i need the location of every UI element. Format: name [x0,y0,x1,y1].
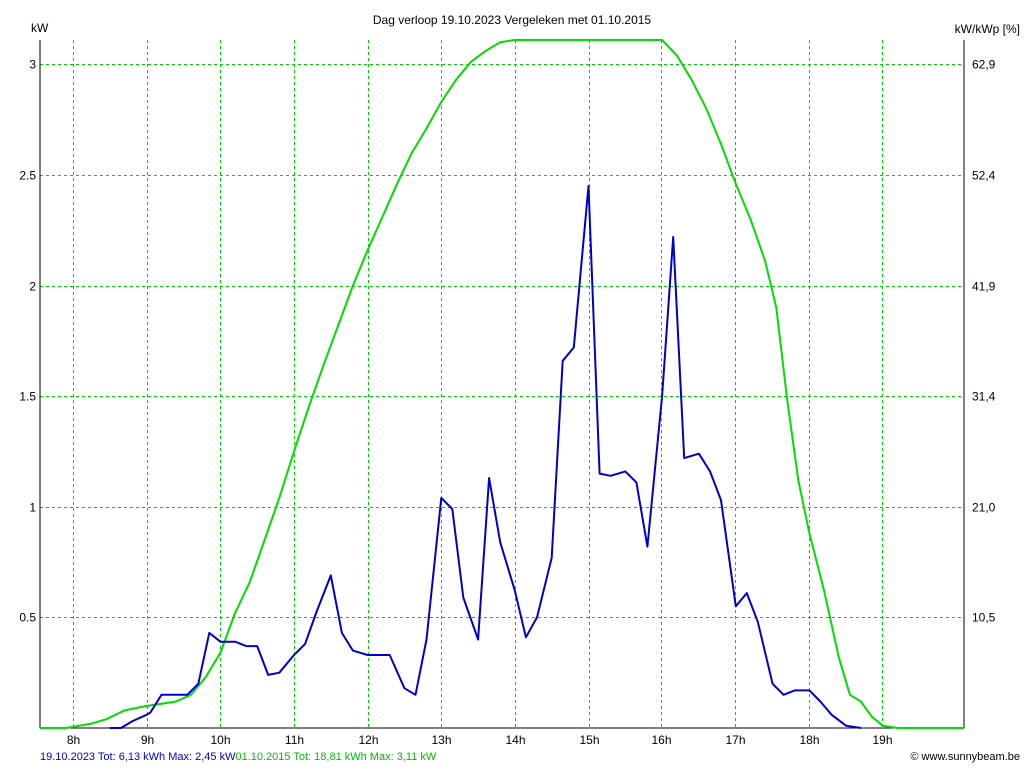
x-tick-label: 16h [651,733,671,747]
y-tick-label-left: 0.5 [19,611,36,625]
x-tick-label: 19h [872,733,892,747]
series-line-1 [109,185,862,729]
y-tick-label-left: 1.5 [19,390,36,404]
y-tick-label-right: 41,9 [972,280,996,294]
axes [39,40,965,729]
x-tick-label: 14h [505,733,525,747]
series-lines [40,39,964,729]
tick-labels: 3 62,9 2.5 52,4 2 41,9 1.5 31,4 1 21,0 0.5 10,5 8h 9h… [19,58,995,748]
x-tick-label: 12h [358,733,378,747]
y-tick-label-right: 52,4 [972,169,996,183]
x-tick-label: 15h [579,733,599,747]
x-tick-label: 8h [67,733,80,747]
y-tick-label-left: 3 [29,58,36,72]
x-tick-label: 9h [141,733,154,747]
y-axis-label-left: kW [31,21,49,35]
x-tick-label: 11h [285,733,304,747]
y-axis-label-right: kW/kWp [%] [955,22,1020,36]
chart-title: Dag verloop 19.10.2023 Vergeleken met 01… [373,13,652,27]
series2-summary: 01.10.2015 Tot: 18,81 kWh Max: 3,11 kW [235,751,437,763]
x-tick-label: 17h [725,733,745,747]
x-tick-label: 18h [799,733,819,747]
y-tick-label-right: 10,5 [972,611,996,625]
y-tick-label-right: 21,0 [972,501,996,515]
x-tick-label: 10h [210,733,230,747]
y-tick-label-left: 2 [29,280,36,294]
x-tick-label: 13h [431,733,451,747]
credit-text: © www.sunnybeam.be [910,751,1020,763]
y-tick-label-right: 62,9 [972,58,996,72]
y-tick-label-right: 31,4 [972,390,996,404]
series-line-2 [40,39,964,729]
y-tick-label-left: 2.5 [19,169,36,183]
y-tick-label-left: 1 [29,501,36,515]
footer-summary: 19.10.2023 Tot: 6,13 kWh Max: 2,45 kW01.… [40,751,436,763]
grid [40,40,964,728]
series1-summary: 19.10.2023 Tot: 6,13 kWh Max: 2,45 kW [40,751,236,763]
